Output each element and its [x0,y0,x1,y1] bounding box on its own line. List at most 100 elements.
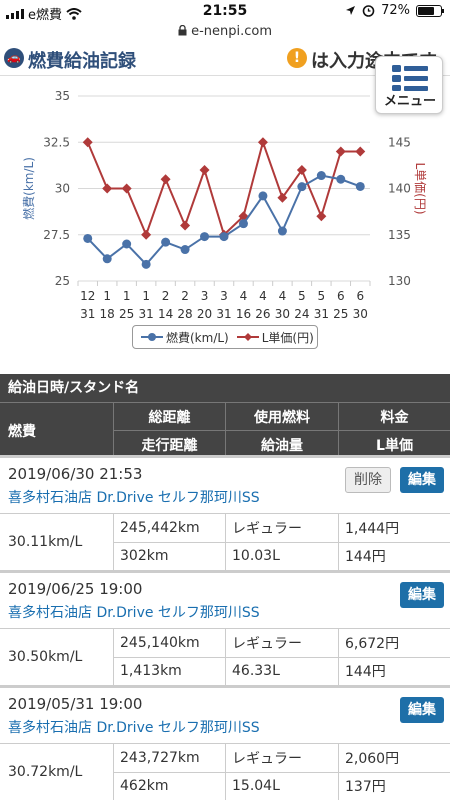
efficiency-point [336,174,346,184]
record-station-link[interactable]: 喜多村石油店 Dr.Drive セルフ那珂川SS [8,720,260,736]
edit-button[interactable]: 編集 [400,467,444,493]
legend-efficiency-marker [141,333,163,341]
record-fuel-type: レギュラー [232,520,302,537]
x-tick-label: 18 [100,307,115,321]
header-date-station: 給油日時/スタンド名 [0,374,450,402]
x-tick-label: 1 [123,289,131,303]
status-bar: e燃費 21:55 72% [0,0,450,24]
x-tick-label: 3 [220,289,228,303]
header-efficiency: 燃費 [0,402,113,458]
menu-label: メニュー [383,94,436,109]
efficiency-point [102,254,112,264]
x-tick-label: 28 [177,307,192,321]
record-cost: 1,444円 [345,520,400,537]
price-point [199,165,210,175]
clock: 21:55 [202,3,248,19]
page-title: 燃費給油記録 [28,51,136,72]
efficiency-point [277,226,287,236]
record-unit-price: 144円 [339,541,450,571]
record-cost: 2,060円 [345,750,400,767]
x-tick-label: 6 [356,289,364,303]
url-bar[interactable]: e-nenpi.com [0,24,450,42]
delete-button[interactable]: 削除 [345,467,391,493]
record-trip-distance: 1,413km [114,656,225,686]
y-right-tick-label: 140 [388,182,411,196]
y-right-tick-label: 135 [388,228,411,242]
price-point [180,220,191,231]
price-point [141,229,152,240]
record-datetime: 2019/05/31 19:00 [8,695,143,713]
y-right-axis-label: L単価(円) [413,162,427,214]
record-efficiency: 30.72km/L [8,764,83,780]
battery-icon [416,4,444,17]
efficiency-point [297,182,307,192]
record-item: 2019/06/30 21:53 喜多村石油店 Dr.Drive セルフ那珂川S… [0,455,450,571]
x-tick-label: 24 [294,307,309,321]
efficiency-point [122,239,132,249]
price-point [257,137,268,148]
alarm-icon [362,5,375,17]
url-text: e-nenpi.com [191,24,273,39]
record-unit-price: 137円 [339,771,450,800]
price-point [160,174,171,185]
x-tick-label: 25 [333,307,348,321]
x-tick-label: 26 [255,307,270,321]
x-tick-label: 12 [80,289,95,303]
legend-item-efficiency[interactable]: 燃費(km/L) [141,329,229,346]
x-tick-label: 2 [162,289,170,303]
price-point [316,211,327,222]
header-cost: 料金 [339,402,450,430]
menu-button[interactable]: メニュー [375,56,443,114]
battery-percent: 72% [381,3,410,18]
x-tick-label: 14 [158,307,173,321]
page-header: 🚗 燃費給油記録 ! は入力途中です [0,42,450,76]
price-point [355,146,366,157]
record-datetime: 2019/06/25 19:00 [8,580,143,598]
edit-button[interactable]: 編集 [400,582,444,608]
info-icon[interactable]: ! [287,48,307,68]
y-left-axis-label: 燃費(km/L) [21,157,36,220]
edit-button[interactable]: 編集 [400,697,444,723]
record-unit-price: 144円 [339,656,450,686]
chart-legend: 燃費(km/L) L単価(円) [132,325,318,349]
legend-efficiency-label: 燃費(km/L) [166,330,229,345]
efficiency-point [180,245,190,255]
x-tick-label: 4 [259,289,267,303]
record-station-link[interactable]: 喜多村石油店 Dr.Drive セルフ那珂川SS [8,490,260,506]
efficiency-point [200,232,210,242]
record-efficiency: 30.50km/L [8,649,83,665]
y-right-tick-label: 130 [388,274,411,288]
record-datetime: 2019/06/30 21:53 [8,465,143,483]
header-unit-price: L単価 [339,430,450,458]
records-table-header: 給油日時/スタンド名 燃費 総距離 走行距離 使用燃料 給油量 料金 L単価 [0,374,450,458]
efficiency-point [258,191,268,201]
record-total-distance: 245,140km [120,634,200,651]
legend-item-price[interactable]: L単価(円) [236,329,314,346]
record-station-link[interactable]: 喜多村石油店 Dr.Drive セルフ那珂川SS [8,605,260,621]
car-icon: 🚗 [4,48,24,68]
price-point [296,165,307,175]
record-fuel-amount: 10.03L [226,541,338,571]
x-tick-label: 2 [181,289,189,303]
x-tick-label: 16 [236,307,251,321]
record-trip-distance: 302km [114,541,225,571]
efficiency-point [161,237,171,247]
x-tick-label: 4 [279,289,287,303]
header-fuel-type: 使用燃料 [226,402,338,430]
legend-price-marker [236,333,259,341]
header-trip-distance: 走行距離 [114,430,225,458]
efficiency-point [141,259,151,269]
y-left-tick-label: 25 [55,274,70,288]
menu-grid-icon [392,65,428,91]
record-fuel-type: レギュラー [232,750,302,767]
location-arrow-icon [346,6,356,15]
legend-price-label: L単価(円) [261,330,314,345]
y-left-tick-label: 30 [55,182,70,196]
x-tick-label: 31 [80,307,95,321]
header-total-distance: 総距離 [114,402,225,430]
record-cost: 6,672円 [345,635,400,652]
y-right-tick-label: 145 [388,135,411,149]
efficiency-point [316,171,326,181]
efficiency-point [238,219,248,229]
